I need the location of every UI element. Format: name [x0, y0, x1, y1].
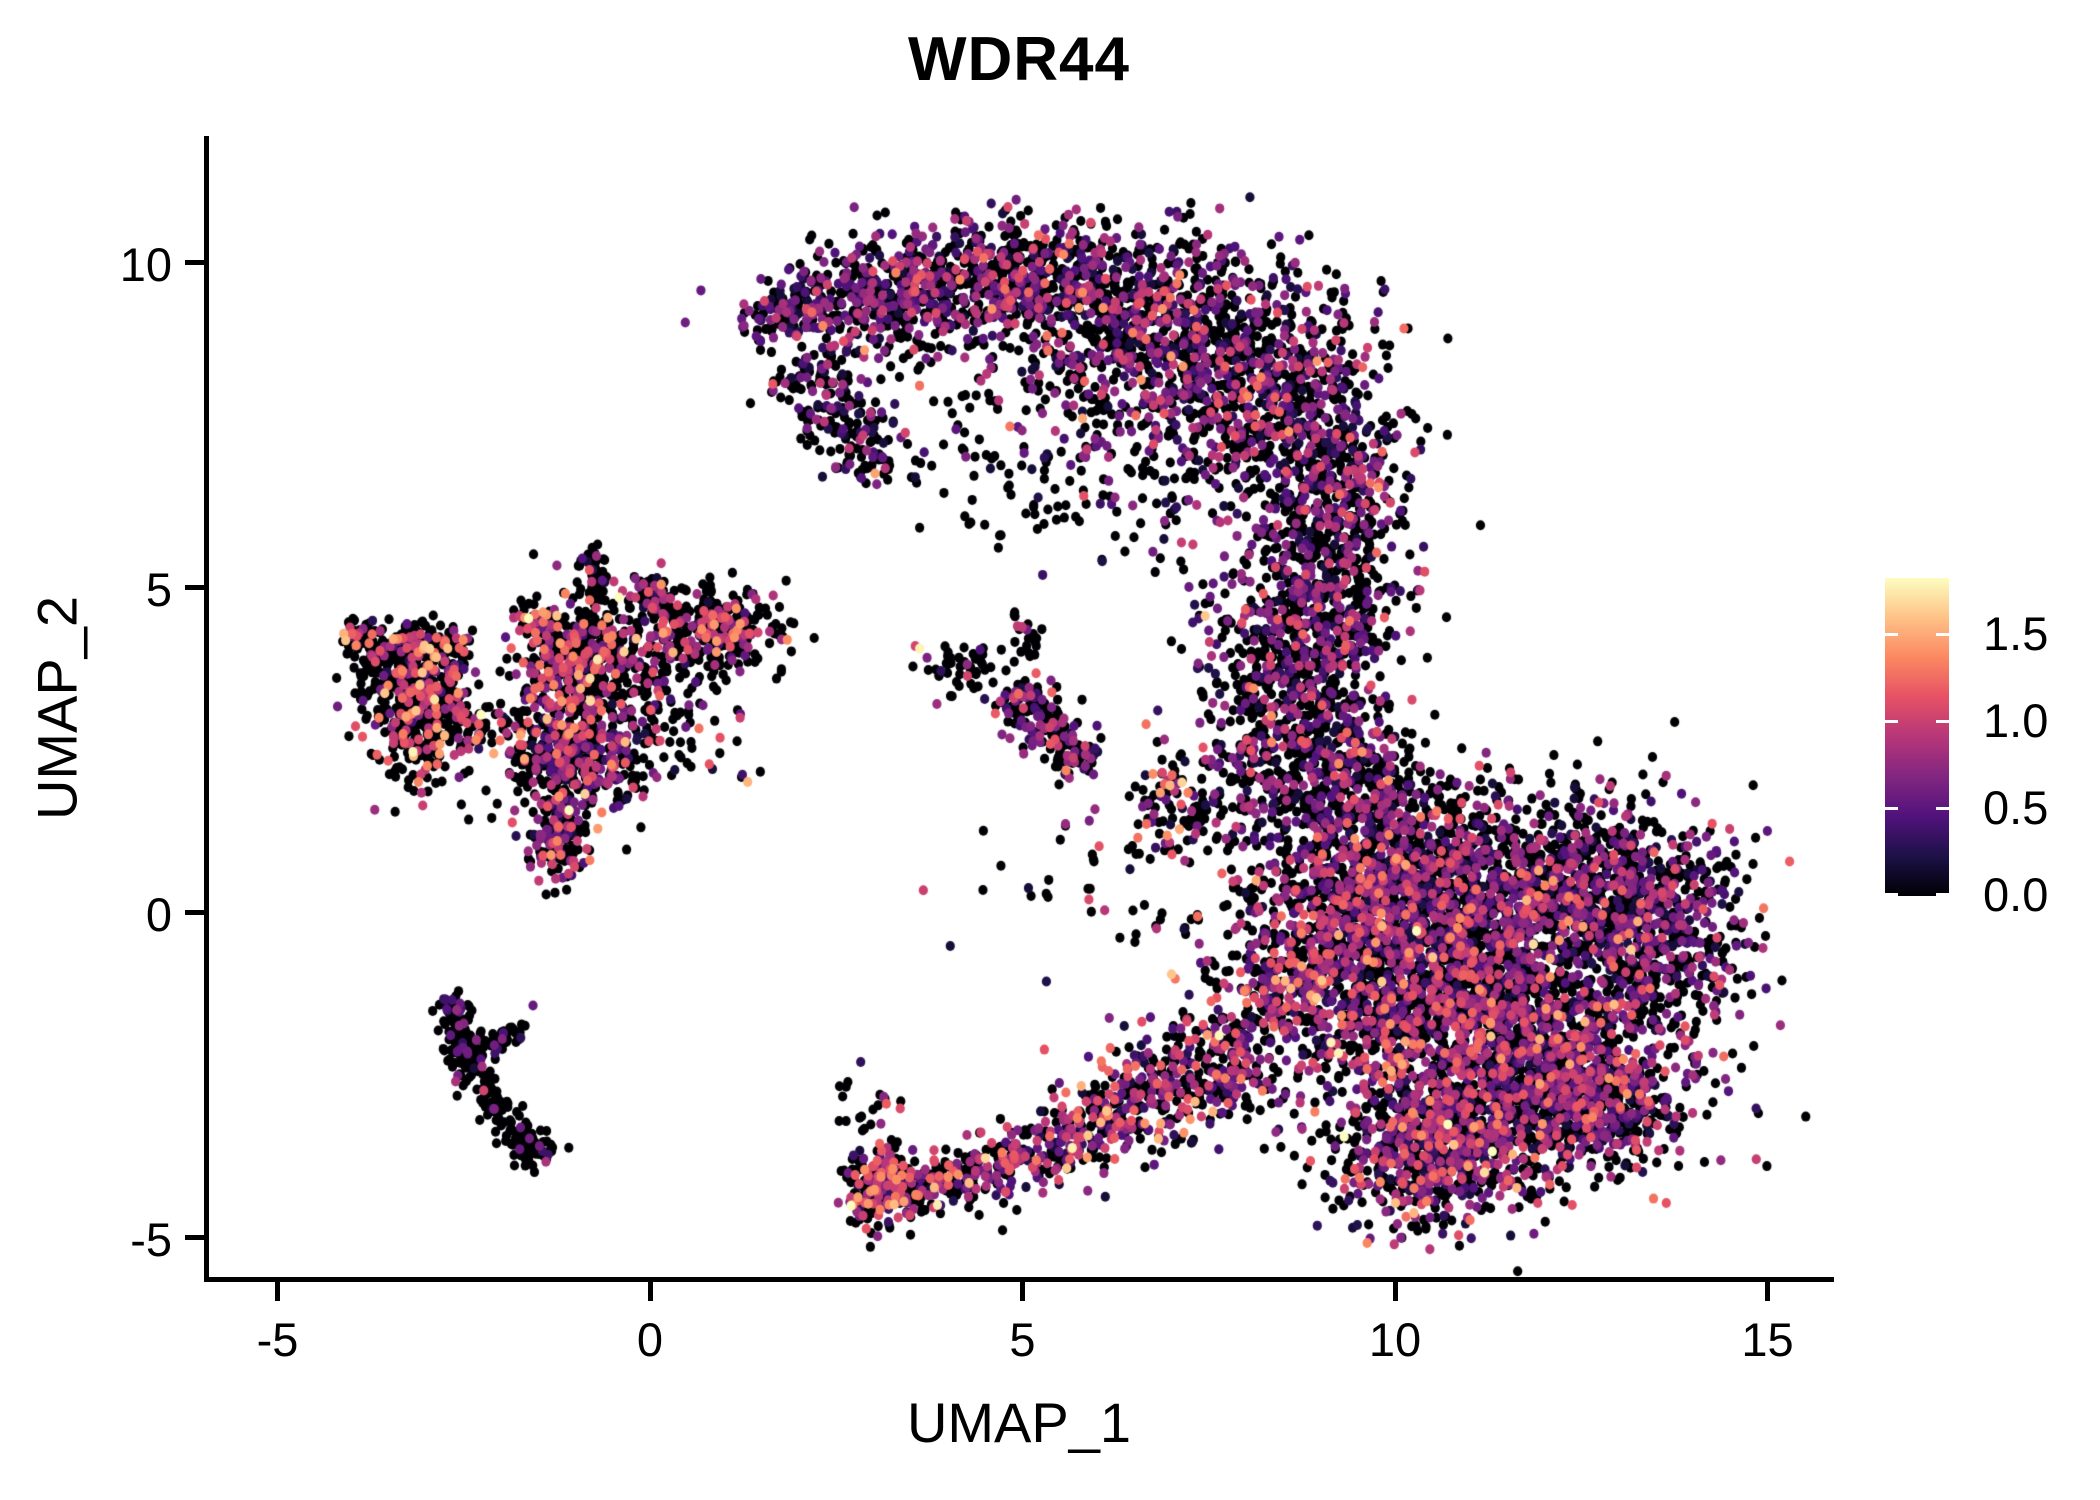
- y-axis-title: UMAP_2: [25, 595, 89, 821]
- legend-tick-notch: [1936, 720, 1949, 723]
- legend-tick-label: 0.0: [1983, 868, 2049, 921]
- y-tick-mark: [185, 260, 204, 265]
- x-tick-mark: [1392, 1282, 1398, 1301]
- y-tick-mark: [185, 1235, 204, 1240]
- legend-tick-notch: [1885, 807, 1898, 810]
- legend-tick-label: 1.0: [1983, 694, 2049, 747]
- y-tick-mark: [185, 910, 204, 915]
- x-tick-mark: [1020, 1282, 1025, 1301]
- x-axis-line: [204, 1277, 1834, 1282]
- x-tick-label: 10: [1368, 1313, 1422, 1366]
- legend-tick-label: 1.5: [1983, 607, 2049, 660]
- legend-tick-label: 0.5: [1983, 781, 2049, 834]
- x-axis-title: UMAP_1: [906, 1391, 1132, 1454]
- y-tick-label: 0: [145, 887, 172, 941]
- x-tick-mark: [647, 1282, 653, 1301]
- y-axis-line: [204, 136, 209, 1282]
- y-tick-label: 10: [119, 237, 172, 291]
- legend-colorbar: [1885, 578, 1949, 896]
- x-tick-label: 0: [636, 1313, 664, 1366]
- y-tick-mark: [185, 585, 204, 590]
- x-tick-label: 5: [1009, 1313, 1036, 1366]
- x-tick-label: 15: [1741, 1313, 1794, 1366]
- x-tick-label: -5: [256, 1313, 299, 1366]
- legend-tick-notch: [1936, 633, 1949, 636]
- legend-tick-notch: [1936, 807, 1949, 810]
- legend-tick-notch: [1936, 893, 1949, 896]
- legend-tick-notch: [1885, 720, 1898, 723]
- x-tick-mark: [1765, 1282, 1770, 1301]
- legend-tick-notch: [1885, 633, 1898, 636]
- x-tick-mark: [275, 1282, 280, 1301]
- y-tick-label: 5: [145, 562, 172, 616]
- y-tick-label: -5: [130, 1212, 172, 1266]
- legend-tick-notch: [1885, 893, 1898, 896]
